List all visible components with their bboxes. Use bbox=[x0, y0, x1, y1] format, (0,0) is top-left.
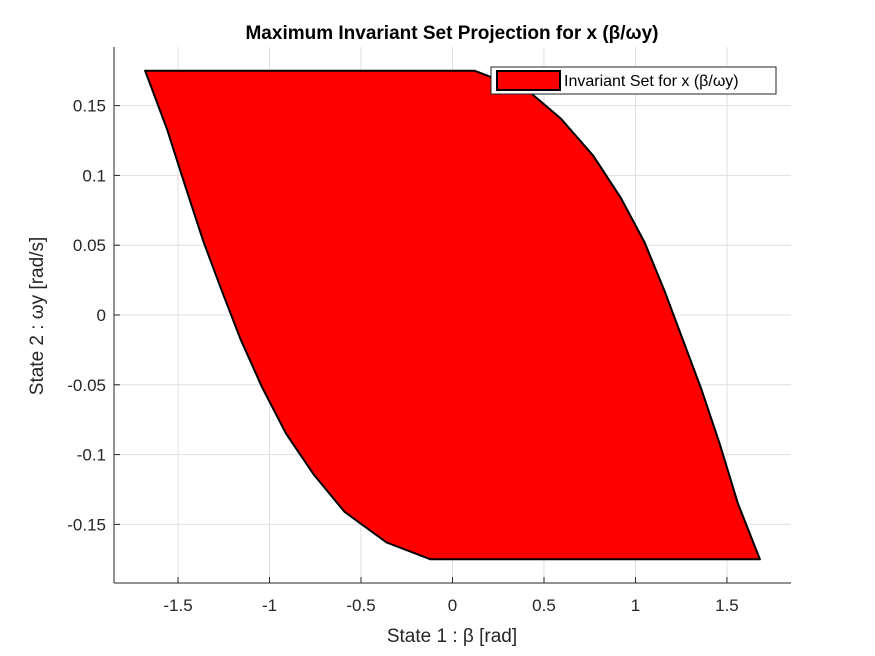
series-layer bbox=[144, 69, 761, 561]
legend[interactable]: Invariant Set for x (β/ωy) bbox=[490, 66, 777, 95]
y-axis-label: State 2 : ωy [rad/s] bbox=[27, 237, 48, 395]
x-tick-label: 0.5 bbox=[532, 596, 556, 615]
y-tick-label: -0.15 bbox=[67, 515, 106, 534]
invariant-set-polygon bbox=[144, 69, 761, 561]
x-tick-label: 1 bbox=[631, 596, 640, 615]
legend-swatch bbox=[496, 70, 561, 91]
y-tick-label: 0.15 bbox=[73, 97, 106, 116]
y-tick-label: 0.1 bbox=[82, 166, 106, 185]
x-axis-label: State 1 : β [rad] bbox=[387, 626, 517, 647]
x-tick-label: -1 bbox=[262, 596, 277, 615]
x-tick-label: -0.5 bbox=[346, 596, 375, 615]
chart-title: Maximum Invariant Set Projection for x (… bbox=[245, 23, 658, 44]
y-tick-label: 0 bbox=[97, 306, 106, 325]
y-tick-label: -0.05 bbox=[67, 376, 106, 395]
x-ticks: -1.5 -1 -0.5 0 0.5 1 1.5 bbox=[163, 577, 739, 615]
x-tick-label: -1.5 bbox=[163, 596, 192, 615]
x-tick-label: 1.5 bbox=[715, 596, 739, 615]
plot-area: -1.5 -1 -0.5 0 0.5 1 1.5 -0.15 -0.1 -0.05 0 0.05 0.… bbox=[67, 47, 791, 615]
y-ticks: -0.15 -0.1 -0.05 0 0.05 0.1 0.15 bbox=[67, 97, 120, 534]
y-tick-label: 0.05 bbox=[73, 236, 106, 255]
x-tick-label: 0 bbox=[448, 596, 457, 615]
legend-label: Invariant Set for x (β/ωy) bbox=[564, 73, 739, 90]
y-tick-label: -0.1 bbox=[77, 446, 106, 465]
